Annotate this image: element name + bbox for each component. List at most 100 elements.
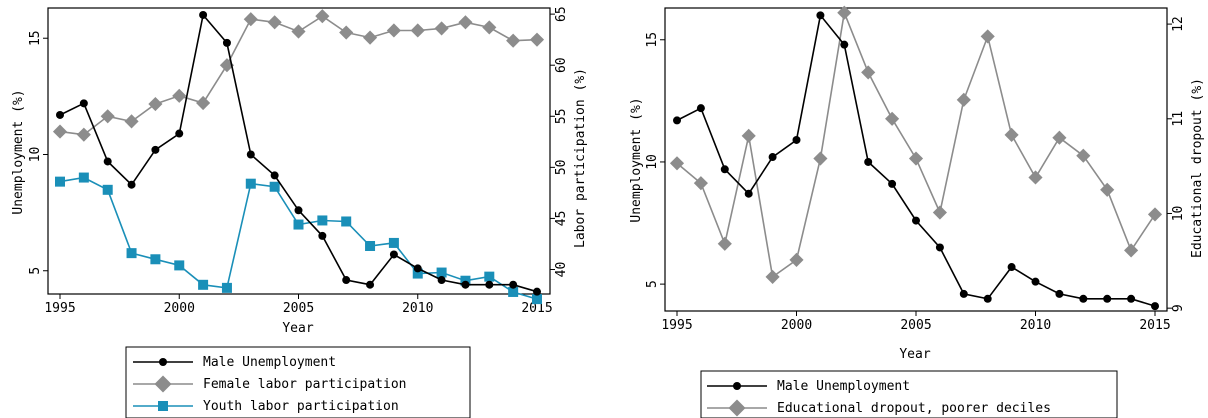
x-tick-label: 1995 bbox=[44, 301, 75, 316]
left-xlabel: Year bbox=[282, 321, 313, 336]
data-point bbox=[1103, 294, 1112, 303]
data-point bbox=[956, 92, 971, 107]
data-point bbox=[341, 216, 352, 227]
data-point bbox=[983, 294, 992, 303]
data-point bbox=[291, 24, 306, 39]
data-point bbox=[243, 12, 258, 27]
data-point bbox=[509, 280, 518, 289]
data-point bbox=[1028, 170, 1043, 185]
data-point bbox=[52, 124, 68, 139]
data-point bbox=[458, 15, 473, 30]
data-point bbox=[437, 276, 446, 285]
x-tick-label: 2000 bbox=[164, 301, 195, 316]
x-tick-label: 2005 bbox=[283, 301, 314, 316]
data-point bbox=[126, 248, 137, 259]
data-point bbox=[861, 65, 876, 80]
data-point bbox=[102, 184, 113, 195]
right-xlabel: Year bbox=[899, 347, 930, 362]
data-point bbox=[485, 280, 494, 289]
data-point bbox=[434, 21, 449, 36]
data-point bbox=[1079, 294, 1088, 303]
y-right-tick-label: 9 bbox=[1171, 304, 1186, 312]
left-legend-label-female: Female labor participation bbox=[203, 377, 407, 392]
data-point bbox=[837, 5, 852, 20]
data-point bbox=[1007, 263, 1016, 272]
left-legend-entry-male: Male Unemployment bbox=[133, 355, 336, 370]
data-point bbox=[720, 165, 729, 174]
x-tick-label: 2000 bbox=[781, 318, 812, 333]
data-point bbox=[744, 189, 753, 198]
data-point bbox=[342, 276, 351, 285]
x-tick-label: 2010 bbox=[1020, 318, 1051, 333]
data-point bbox=[196, 95, 211, 111]
data-point bbox=[55, 176, 65, 187]
data-point bbox=[1151, 302, 1159, 311]
right-ylabel-left: Unemployment (%) bbox=[629, 97, 644, 222]
left-legend-entry-female: Female labor participation bbox=[133, 375, 407, 393]
y-right-tick-label: 40 bbox=[554, 262, 569, 278]
x-tick-label: 2005 bbox=[900, 318, 931, 333]
data-point bbox=[816, 11, 825, 20]
data-point bbox=[693, 176, 708, 191]
data-point bbox=[386, 23, 401, 38]
data-point bbox=[413, 264, 422, 273]
data-point bbox=[959, 289, 968, 298]
data-point bbox=[935, 243, 944, 252]
data-point bbox=[1076, 148, 1091, 163]
left-legend-box bbox=[125, 346, 471, 418]
data-point bbox=[696, 104, 705, 113]
data-point bbox=[388, 237, 399, 248]
left-plot-frame bbox=[47, 7, 551, 295]
right-legend-box bbox=[700, 370, 1118, 418]
data-point bbox=[669, 156, 685, 171]
data-point bbox=[127, 180, 136, 189]
data-point bbox=[269, 181, 280, 192]
data-point bbox=[1147, 207, 1163, 222]
data-point bbox=[482, 20, 497, 35]
data-point bbox=[840, 40, 849, 49]
right-legend-label-dropout: Educational dropout, poorer deciles bbox=[777, 401, 1051, 416]
data-point bbox=[318, 231, 327, 240]
data-point bbox=[267, 15, 282, 30]
data-point bbox=[864, 157, 873, 166]
data-point bbox=[461, 280, 470, 289]
data-point bbox=[245, 178, 256, 189]
data-point bbox=[103, 157, 112, 166]
data-point bbox=[294, 206, 303, 215]
data-point bbox=[150, 254, 161, 265]
series-line-1 bbox=[676, 9, 1156, 279]
data-point bbox=[315, 9, 330, 24]
x-tick-label: 2015 bbox=[1139, 318, 1170, 333]
data-point bbox=[1124, 243, 1139, 258]
left-legend-label-youth: Youth labor participation bbox=[203, 399, 399, 414]
data-point bbox=[79, 99, 88, 108]
data-point bbox=[56, 110, 64, 119]
data-point bbox=[151, 145, 160, 154]
data-point bbox=[246, 150, 255, 159]
data-point bbox=[1052, 130, 1067, 145]
data-point bbox=[1055, 289, 1064, 298]
right-legend-label-male: Male Unemployment bbox=[777, 379, 910, 394]
data-point bbox=[792, 135, 801, 144]
data-point bbox=[148, 96, 163, 112]
y-left-tick-label: 10 bbox=[28, 147, 43, 163]
data-point bbox=[533, 287, 541, 296]
data-point bbox=[741, 128, 756, 143]
data-point bbox=[78, 172, 89, 183]
y-left-tick-label: 5 bbox=[28, 267, 43, 275]
data-point bbox=[366, 280, 375, 289]
left-legend-label-male: Male Unemployment bbox=[203, 355, 336, 370]
data-point bbox=[124, 114, 139, 129]
data-point bbox=[317, 215, 328, 226]
left-ylabel-left: Unemployment (%) bbox=[11, 89, 26, 214]
data-point bbox=[339, 25, 354, 40]
y-left-tick-label: 5 bbox=[645, 280, 660, 288]
y-right-tick-label: 10 bbox=[1171, 206, 1186, 222]
left-plot-area: 1995 2000 2005 2010 2015 5 10 15 40 45 50 55 60 65 bbox=[28, 6, 569, 316]
data-point bbox=[410, 23, 425, 38]
right-legend-entry-dropout: Educational dropout, poorer deciles bbox=[707, 399, 1051, 417]
x-tick-label: 2015 bbox=[521, 301, 552, 316]
data-point bbox=[885, 111, 900, 126]
data-point bbox=[765, 269, 780, 284]
